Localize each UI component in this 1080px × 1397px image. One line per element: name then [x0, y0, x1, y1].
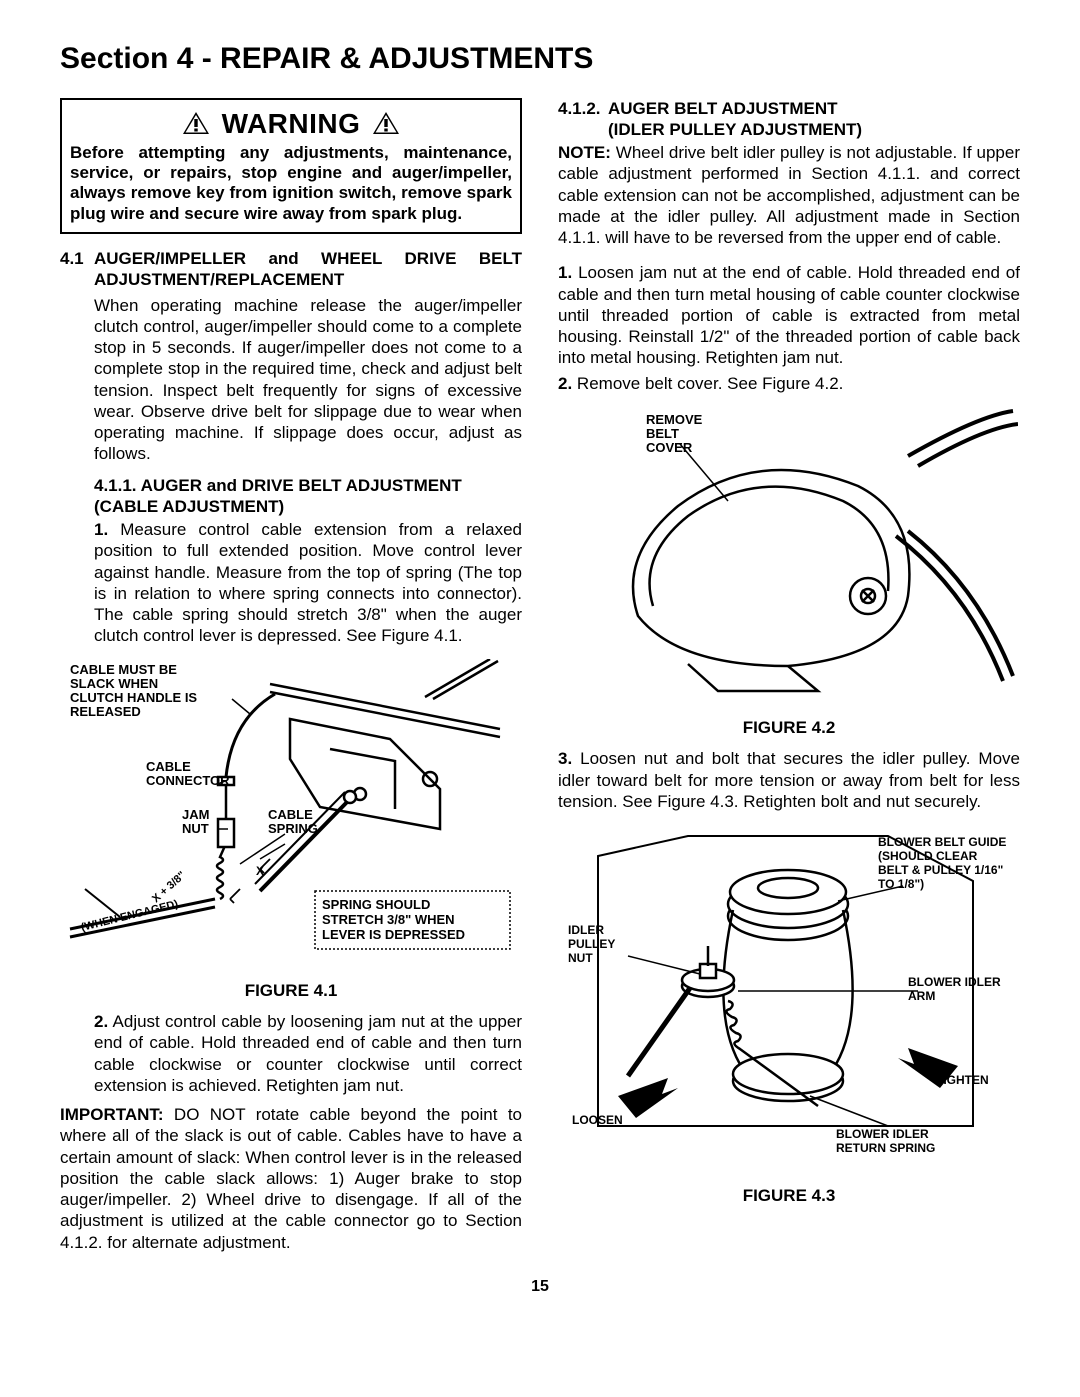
heading-num: 4.1.1. — [94, 476, 137, 495]
anno-belt: BELT — [646, 426, 679, 441]
note-lead: NOTE: — [558, 143, 611, 162]
item-num: 2. — [558, 374, 572, 393]
r-list-item-3: 3. Loosen nut and bolt that secures the … — [558, 748, 1020, 812]
r-list-item-1: 1. Loosen jam nut at the end of cable. H… — [558, 262, 1020, 368]
heading-line-2: (IDLER PULLEY ADJUSTMENT) — [608, 120, 862, 139]
anno-x: X — [256, 864, 264, 878]
warning-header: WARNING — [70, 106, 512, 141]
important-paragraph: IMPORTANT: DO NOT rotate cable beyond th… — [60, 1104, 522, 1253]
warning-text: Before attempting any adjustments, maint… — [70, 143, 512, 225]
important-text: DO NOT rotate cable beyond the point to … — [60, 1105, 522, 1252]
anno-jam-l2: NUT — [182, 821, 209, 836]
item-text: Loosen nut and bolt that secures the idl… — [558, 749, 1020, 811]
anno-slack-l4: RELEASED — [70, 704, 141, 719]
page-number: 15 — [60, 1277, 1020, 1297]
heading-4-1-2: 4.1.2. AUGER BELT ADJUSTMENT (IDLER PULL… — [558, 98, 1020, 141]
anno-slack-l1: CABLE MUST BE — [70, 662, 177, 677]
anno-stretch-l3: LEVER IS DEPRESSED — [322, 927, 465, 942]
anno-slack-l2: SLACK WHEN — [70, 676, 158, 691]
anno-return-l2: RETURN SPRING — [836, 1141, 935, 1155]
figure-4-2: REMOVE BELT COVER FIGURE 4.2 — [558, 406, 1020, 739]
anno-stretch-l2: STRETCH 3/8" WHEN — [322, 912, 455, 927]
item-text: Loosen jam nut at the end of cable. Hold… — [558, 263, 1020, 367]
note-paragraph: NOTE: Wheel drive belt idler pulley is n… — [558, 142, 1020, 248]
note-text: Wheel drive belt idler pulley is not adj… — [558, 143, 1020, 247]
anno-guide-l4: TO 1/8") — [878, 877, 924, 891]
anno-spring-l1: CABLE — [268, 807, 313, 822]
item-num: 1. — [94, 520, 108, 539]
section-title: Section 4 - REPAIR & ADJUSTMENTS — [60, 40, 1020, 78]
anno-return-l1: BLOWER IDLER — [836, 1127, 929, 1141]
item-num: 1. — [558, 263, 572, 282]
anno-cover: COVER — [646, 440, 693, 455]
two-column-layout: WARNING Before attempting any adjustment… — [60, 98, 1020, 1253]
anno-arm-l1: BLOWER IDLER — [908, 975, 1001, 989]
heading-text: AUGER/IMPELLER and WHEEL DRIVE BELT ADJU… — [94, 248, 522, 291]
figure-4-2-caption: FIGURE 4.2 — [558, 717, 1020, 738]
heading-4-1: 4.1 AUGER/IMPELLER and WHEEL DRIVE BELT … — [60, 248, 522, 291]
anno-guide-l3: BELT & PULLEY 1/16" — [878, 863, 1003, 877]
anno-spring-l2: SPRING — [268, 821, 318, 836]
anno-conn-l1: CABLE — [146, 759, 191, 774]
anno-remove: REMOVE — [646, 412, 703, 427]
anno-conn-l2: CONNECTOR — [146, 773, 230, 788]
anno-loosen: LOOSEN — [572, 1113, 623, 1127]
anno-arm-l2: ARM — [908, 989, 935, 1003]
anno-slack-l3: CLUTCH HANDLE IS — [70, 690, 197, 705]
paragraph-4-1: When operating machine release the auger… — [94, 295, 522, 465]
anno-idler-l2: PULLEY — [568, 937, 615, 951]
heading-text: AUGER and DRIVE BELT ADJUSTMENT (CABLE A… — [94, 476, 462, 516]
figure-4-1-caption: FIGURE 4.1 — [60, 980, 522, 1001]
left-column: WARNING Before attempting any adjustment… — [60, 98, 522, 1253]
figure-4-3-caption: FIGURE 4.3 — [558, 1185, 1020, 1206]
anno-guide-l1: BLOWER BELT GUIDE — [878, 835, 1006, 849]
warning-triangle-icon — [182, 111, 210, 135]
r-list-item-2: 2. Remove belt cover. See Figure 4.2. — [558, 373, 1020, 394]
warning-title: WARNING — [222, 106, 361, 141]
figure-4-1: CABLE MUST BE SLACK WHEN CLUTCH HANDLE I… — [60, 659, 522, 1002]
item-text: Remove belt cover. See Figure 4.2. — [577, 374, 843, 393]
anno-idler-l1: IDLER — [568, 923, 604, 937]
heading-num: 4.1.2. — [558, 98, 608, 141]
list-item-2: 2. Adjust control cable by loosening jam… — [94, 1011, 522, 1096]
warning-triangle-icon — [372, 111, 400, 135]
warning-box: WARNING Before attempting any adjustment… — [60, 98, 522, 235]
anno-idler-l3: NUT — [568, 951, 593, 965]
heading-num: 4.1 — [60, 248, 94, 291]
figure-4-3: BLOWER BELT GUIDE (SHOULD CLEAR BELT & P… — [558, 826, 1020, 1207]
anno-stretch-l1: SPRING SHOULD — [322, 897, 430, 912]
list-item-1: 1. Measure control cable extension from … — [94, 519, 522, 647]
important-lead: IMPORTANT: — [60, 1105, 164, 1124]
heading-line-1: AUGER BELT ADJUSTMENT — [608, 99, 838, 118]
item-num: 2. — [94, 1012, 108, 1031]
heading-4-1-1: 4.1.1. AUGER and DRIVE BELT ADJUSTMENT (… — [94, 475, 522, 518]
anno-jam-l1: JAM — [182, 807, 209, 822]
anno-guide-l2: (SHOULD CLEAR — [878, 849, 978, 863]
item-text: Measure control cable extension from a r… — [94, 520, 522, 645]
item-text: Adjust control cable by loosening jam nu… — [94, 1012, 522, 1095]
item-num: 3. — [558, 749, 572, 768]
right-column: 4.1.2. AUGER BELT ADJUSTMENT (IDLER PULL… — [558, 98, 1020, 1253]
anno-tighten: TIGHTEN — [936, 1073, 989, 1087]
